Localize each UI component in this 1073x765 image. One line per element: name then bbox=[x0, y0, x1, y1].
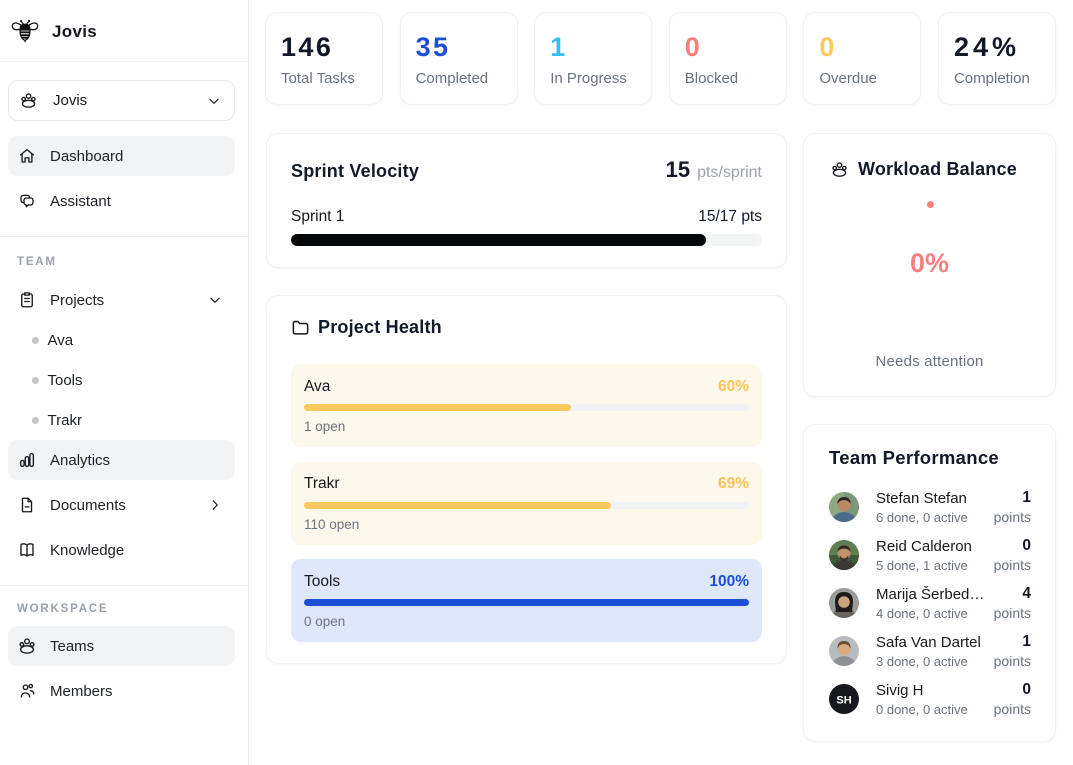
svg-text:SH: SH bbox=[836, 695, 851, 707]
